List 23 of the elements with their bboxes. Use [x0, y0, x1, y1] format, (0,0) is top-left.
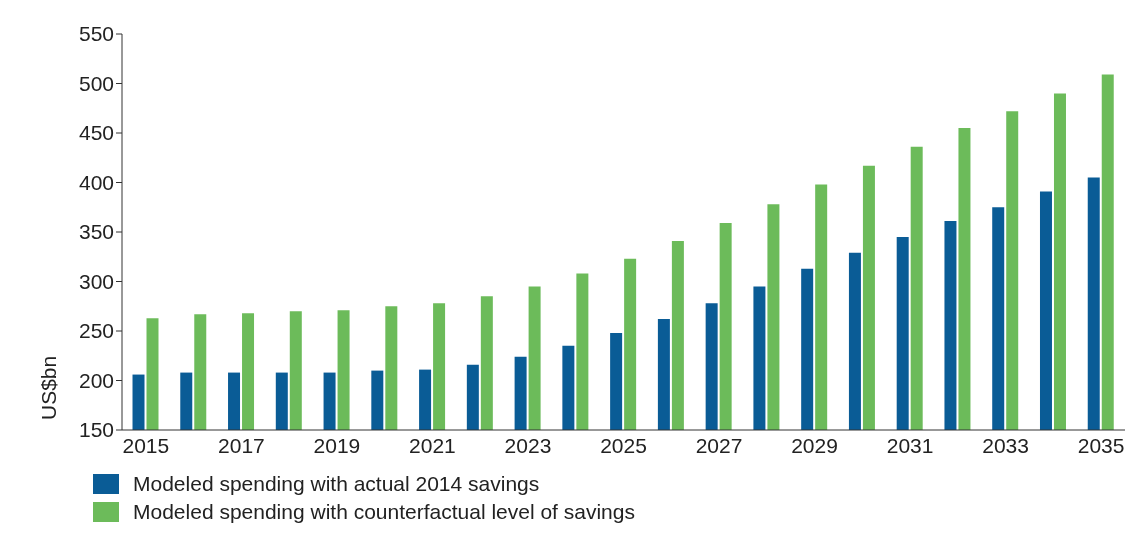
- x-tick-label: 2027: [695, 433, 743, 457]
- x-tick-label: 2029: [791, 433, 838, 457]
- y-tick-label: 350: [78, 220, 114, 244]
- x-tick-label: 2023: [504, 433, 552, 457]
- x-tick-label: 2025: [600, 433, 647, 457]
- y-tick-label: 400: [78, 170, 114, 194]
- legend-label: Modeled spending with actual 2014 savings: [133, 471, 540, 497]
- legend-label: Modeled spending with counterfactual level of savings: [133, 499, 635, 525]
- x-tick-label: 2035: [1077, 433, 1125, 457]
- y-tick-label: 300: [78, 269, 114, 293]
- x-tick-label: 2031: [886, 433, 934, 457]
- y-tick-label: 150: [78, 418, 114, 442]
- y-tick-label: 550: [78, 22, 114, 46]
- y-tick-label: 200: [78, 368, 114, 392]
- y-axis-title: US$bn: [37, 355, 60, 420]
- y-tick-label: 450: [78, 121, 114, 145]
- x-tick-label: 2033: [982, 433, 1029, 457]
- x-tick-label: 2017: [218, 433, 265, 457]
- x-tick-label: 2015: [122, 433, 170, 457]
- x-tick-label: 2019: [313, 433, 361, 457]
- x-tick-label: 2021: [409, 433, 456, 457]
- y-tick-label: 250: [78, 319, 114, 343]
- y-tick-label: 500: [78, 71, 114, 95]
